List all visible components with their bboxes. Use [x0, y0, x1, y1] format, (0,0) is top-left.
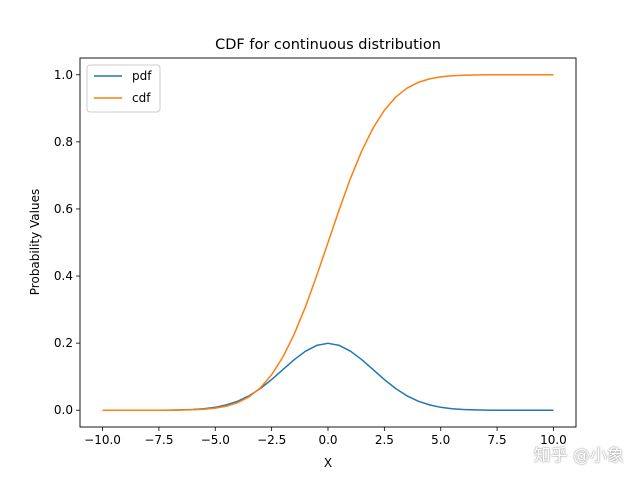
- y-tick-label: 0.8: [54, 135, 73, 149]
- legend-pdf-label: pdf: [132, 69, 152, 83]
- x-tick-label: 7.5: [488, 433, 507, 447]
- x-tick-label: −7.5: [144, 433, 173, 447]
- x-tick-label: −5.0: [201, 433, 230, 447]
- series-line-pdf: [102, 342, 554, 411]
- x-tick-label: 0.0: [318, 433, 337, 447]
- axes-frame: [79, 57, 577, 428]
- y-tick-label: 0.2: [54, 336, 73, 350]
- watermark: 知乎 @小象: [533, 446, 624, 466]
- y-tick-label: 0.6: [54, 202, 73, 216]
- legend: pdf cdf: [86, 64, 161, 113]
- x-tick-label: −10.0: [84, 433, 121, 447]
- x-tick-label: 5.0: [431, 433, 450, 447]
- y-axis-label: Probability Values: [28, 189, 42, 295]
- y-tick-label: 0.0: [54, 403, 73, 417]
- y-tick-label: 1.0: [54, 68, 73, 82]
- y-tick-label: 0.4: [54, 269, 73, 283]
- chart-title: CDF for continuous distribution: [215, 37, 441, 53]
- x-axis-label: X: [324, 456, 332, 470]
- legend-cdf-label: cdf: [132, 91, 151, 105]
- x-tick-label: −2.5: [257, 433, 286, 447]
- x-tick-label: 10.0: [540, 433, 567, 447]
- series-line-cdf: [102, 74, 554, 411]
- x-tick-label: 2.5: [375, 433, 394, 447]
